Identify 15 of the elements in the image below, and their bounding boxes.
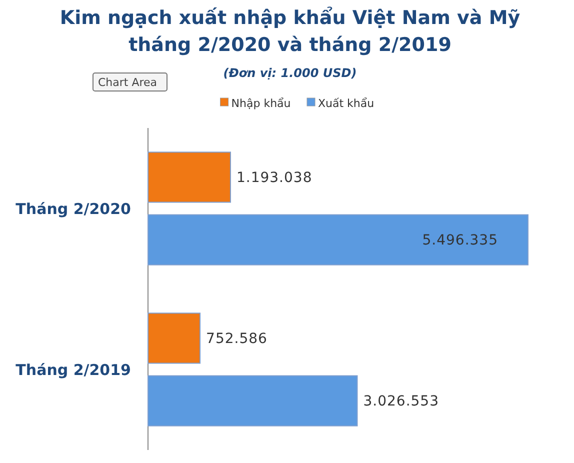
y-tick-label: Tháng 2/2020 [16, 200, 131, 218]
data-label: 3.026.553 [363, 394, 440, 410]
data-label: 1.193.038 [236, 170, 312, 186]
bar [148, 312, 201, 364]
text: Chart Area [98, 76, 158, 89]
data-label: 752.586 [206, 331, 268, 348]
chart-title: Kim ngạch xuất nhập khẩu Việt Nam và Mỹ tháng 2/2020 và tháng 2/2019 [60, 6, 521, 56]
bar [148, 214, 528, 266]
y-tick-label: Tháng 2/2019 [16, 360, 131, 379]
chart-subtitle: (Đơn vị: 1.000 USD) [223, 66, 357, 80]
bar [148, 152, 231, 203]
legend-label: Nhập khẩu [231, 96, 291, 110]
bar [148, 375, 358, 426]
legend-label: Xuất khẩu [318, 96, 374, 110]
data-label: 5.496.335 [422, 232, 498, 249]
